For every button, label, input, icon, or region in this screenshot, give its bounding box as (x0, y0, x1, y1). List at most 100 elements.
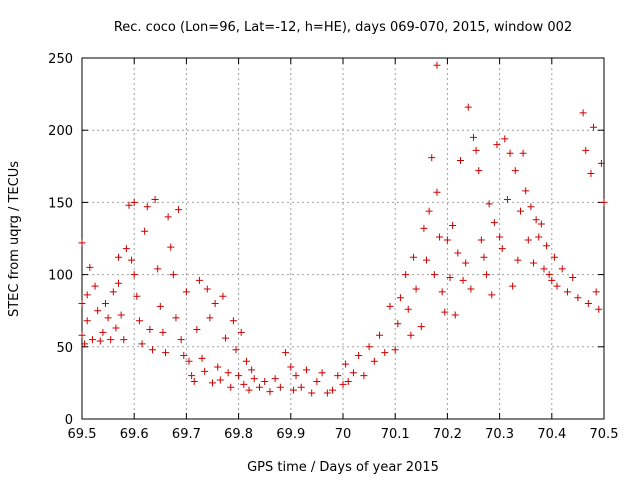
data-point (81, 340, 89, 348)
data-point (78, 239, 86, 247)
data-point (462, 259, 470, 267)
data-point (250, 375, 258, 383)
data-point (438, 288, 446, 296)
data-point (143, 203, 151, 211)
data-point (514, 256, 522, 264)
data-point (430, 271, 438, 279)
data-point (433, 61, 441, 69)
data-point (532, 216, 540, 224)
data-point (255, 383, 263, 391)
x-tick-label: 70.2 (433, 427, 462, 442)
data-point (483, 271, 491, 279)
x-tick-label: 69.9 (276, 427, 305, 442)
data-point (590, 123, 598, 131)
data-point (451, 311, 459, 319)
data-point (276, 383, 284, 391)
data-point (190, 377, 198, 385)
data-point (417, 323, 425, 331)
data-point (177, 336, 185, 344)
data-point (120, 336, 128, 344)
data-point (287, 363, 295, 371)
x-tick-label: 70.1 (381, 427, 410, 442)
data-point (297, 383, 305, 391)
data-point (394, 320, 402, 328)
data-point (329, 386, 337, 394)
data-point (501, 135, 509, 143)
data-point (519, 149, 527, 157)
data-point (180, 351, 188, 359)
data-point (323, 389, 331, 397)
data-point (107, 336, 115, 344)
data-point (188, 372, 196, 380)
axis-ticks: 69.5 69.6 69.7 69.8 69.9 70 70.1 70.2 70.3 70.4 70… (48, 52, 618, 442)
data-point (99, 328, 107, 336)
data-point (464, 103, 472, 111)
data-point (232, 346, 240, 354)
data-point (237, 328, 245, 336)
data-point (156, 302, 164, 310)
data-point (509, 282, 517, 290)
data-point (396, 294, 404, 302)
data-point (164, 213, 172, 221)
data-point (198, 354, 206, 362)
data-point (587, 170, 595, 178)
data-point (569, 273, 577, 281)
data-point (151, 196, 159, 204)
data-point (91, 282, 99, 290)
data-point (488, 291, 496, 299)
data-point (503, 196, 511, 204)
data-point (600, 198, 608, 206)
data-point (584, 299, 592, 307)
data-point (109, 288, 117, 296)
data-point (574, 294, 582, 302)
data-point (162, 349, 170, 357)
data-point (443, 236, 451, 244)
data-point (83, 317, 91, 325)
data-point (96, 337, 104, 345)
data-point (407, 331, 415, 339)
data-point (391, 346, 399, 354)
data-point (78, 299, 86, 307)
data-point (496, 233, 504, 241)
data-point (206, 314, 214, 322)
x-tick-label: 69.6 (120, 427, 149, 442)
data-point (550, 253, 558, 261)
data-point (459, 276, 467, 284)
data-point (456, 157, 464, 165)
data-point (172, 314, 180, 322)
data-point (433, 188, 441, 196)
data-point (125, 201, 133, 209)
data-point (423, 256, 431, 264)
data-point (130, 198, 138, 206)
data-point (308, 389, 316, 397)
data-point (88, 336, 96, 344)
data-point (370, 357, 378, 365)
data-point (248, 366, 256, 374)
data-point (94, 307, 102, 315)
data-point (582, 146, 590, 154)
data-point (209, 379, 216, 387)
data-point (543, 242, 551, 250)
data-point (229, 317, 237, 325)
y-tick-label: 0 (65, 413, 73, 428)
data-point (219, 292, 227, 300)
y-tick-label: 250 (48, 52, 73, 67)
data-point (355, 351, 363, 359)
data-point (490, 219, 498, 227)
data-point (553, 282, 561, 290)
data-point (365, 343, 373, 351)
data-point (211, 299, 219, 307)
data-point (498, 245, 506, 253)
data-point (420, 224, 428, 232)
data-point (271, 375, 279, 383)
x-tick-label: 70 (335, 427, 352, 442)
data-point (201, 367, 209, 375)
data-point (282, 349, 290, 357)
data-point (409, 253, 417, 261)
x-tick-label: 70.5 (590, 427, 619, 442)
data-point (83, 291, 91, 299)
data-point (592, 288, 600, 296)
data-point (104, 314, 112, 322)
data-point (449, 222, 457, 230)
data-point (402, 271, 410, 279)
